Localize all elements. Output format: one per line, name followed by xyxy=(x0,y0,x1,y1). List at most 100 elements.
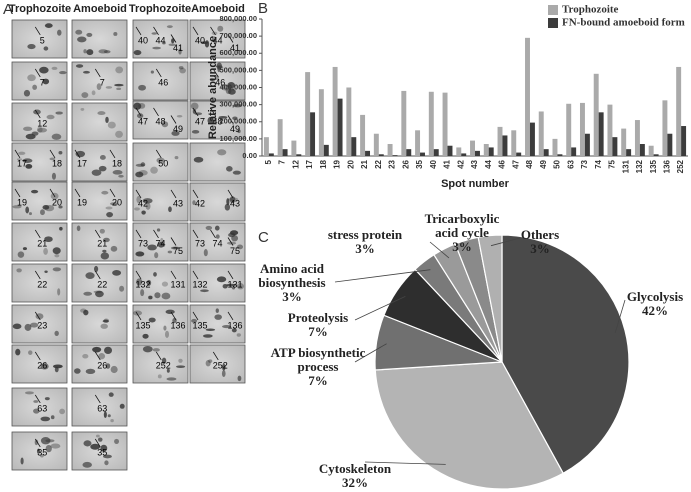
x-tick-label: 50 xyxy=(553,159,562,168)
gel-spot xyxy=(82,353,89,359)
gel-spot xyxy=(165,309,175,315)
arrow xyxy=(34,26,41,36)
gel-image xyxy=(11,387,68,427)
arrow xyxy=(135,26,142,36)
gel-spot xyxy=(81,92,89,98)
spot-label: 42 xyxy=(195,198,205,208)
legend-swatch xyxy=(548,18,558,28)
gel-image xyxy=(11,61,68,101)
gel-spot xyxy=(82,70,90,74)
gel-spot xyxy=(178,358,183,363)
gel-spot xyxy=(110,245,118,252)
arrow xyxy=(192,26,199,36)
gel-spot xyxy=(76,225,81,232)
bar xyxy=(392,155,398,156)
bar xyxy=(378,154,384,156)
arrow xyxy=(34,68,41,78)
spot-label: 135 xyxy=(192,320,207,330)
gel-spot xyxy=(95,290,104,298)
gel-spot xyxy=(100,444,108,452)
arrow xyxy=(192,311,199,321)
gel-spot xyxy=(103,454,112,459)
bar xyxy=(387,144,393,156)
gel-spot xyxy=(137,113,144,119)
arrow xyxy=(94,229,101,239)
gel-spot xyxy=(133,50,142,56)
gel-spot xyxy=(152,46,161,50)
gel-spot xyxy=(153,272,157,277)
arrow xyxy=(34,438,41,448)
gel-image xyxy=(71,181,128,221)
bar xyxy=(291,140,297,156)
bar xyxy=(296,154,302,156)
gel-spot xyxy=(205,360,211,367)
pie-label-value: 32% xyxy=(342,475,368,490)
arrow xyxy=(14,188,21,198)
spot-label: 7 xyxy=(100,77,105,87)
gel-spot xyxy=(156,157,165,164)
spot-label: 43 xyxy=(230,198,240,208)
arrow xyxy=(135,270,142,280)
gel-image xyxy=(11,142,68,182)
x-tick-label: 26 xyxy=(401,159,410,168)
bar xyxy=(626,149,632,156)
gel-spot xyxy=(142,198,153,204)
x-tick-label: 40 xyxy=(429,159,438,168)
gel-image xyxy=(71,304,128,344)
arrow xyxy=(94,351,101,361)
x-tick-label: 135 xyxy=(649,159,658,173)
bar xyxy=(516,152,522,156)
gel-spot xyxy=(215,308,219,313)
gel-spot xyxy=(52,247,61,255)
gel-spot xyxy=(98,353,106,360)
pie-label: Tricarboxylic acid cycle 3% xyxy=(412,212,512,254)
gel-spot xyxy=(51,66,58,70)
gel-spot xyxy=(83,291,93,296)
gel-spot xyxy=(77,36,87,43)
gel-spot xyxy=(30,322,39,328)
column-header: Amoeboid xyxy=(191,3,245,15)
bar xyxy=(634,120,640,156)
gel-spot xyxy=(226,166,233,172)
bar xyxy=(529,122,535,156)
gel-spot xyxy=(222,284,228,289)
arrow xyxy=(170,34,177,43)
gel-spot xyxy=(232,116,238,120)
gel-spot xyxy=(222,363,226,371)
gel-spot xyxy=(170,246,180,250)
x-tick-label: 43 xyxy=(470,159,479,168)
x-tick-label: 41 xyxy=(443,159,452,168)
bar xyxy=(475,150,480,156)
gel-spot xyxy=(37,126,43,133)
gel-spot xyxy=(147,244,157,251)
gel-spot xyxy=(229,196,236,204)
arrow xyxy=(109,188,116,198)
gel-image xyxy=(132,182,189,222)
pie-label-value: 3% xyxy=(355,241,375,256)
gel-spot xyxy=(218,116,228,119)
gel-spot xyxy=(110,365,118,374)
gel-spot xyxy=(32,84,38,90)
gel-spot xyxy=(152,348,160,352)
gel-spot xyxy=(20,457,24,465)
gel-spot xyxy=(231,328,237,333)
gel-spot xyxy=(93,265,99,273)
arrow xyxy=(227,115,234,124)
x-tick-label: 42 xyxy=(456,159,465,168)
arrow xyxy=(170,115,177,124)
spot-label: 7 xyxy=(40,77,45,87)
gel-spot xyxy=(90,443,101,450)
gel-spot xyxy=(74,368,81,374)
bar xyxy=(346,87,352,156)
gel-spot xyxy=(146,279,152,286)
leader-line xyxy=(614,299,626,334)
gel-spot xyxy=(114,438,120,444)
gel-spot xyxy=(165,330,170,338)
gel-spot xyxy=(105,363,111,369)
spot-label: 40 xyxy=(195,35,205,45)
spot-label: 35 xyxy=(37,447,47,457)
x-tick-label: 23 xyxy=(388,159,397,168)
gel-image xyxy=(189,344,246,384)
gel-spot xyxy=(207,116,214,125)
